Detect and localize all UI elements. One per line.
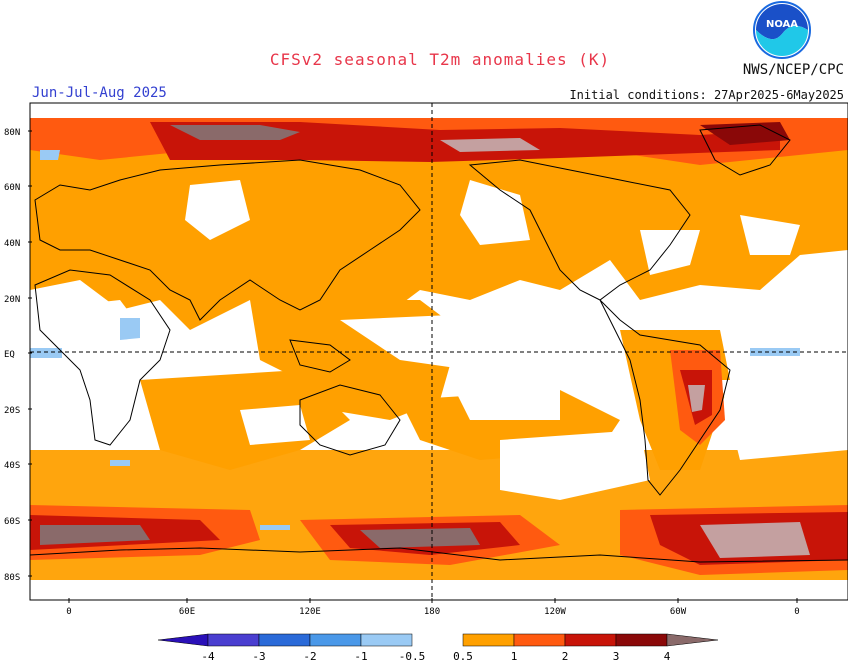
lon-label: 120E: [299, 607, 321, 617]
initial-conditions-label: Initial conditions: 27Apr2025-6May2025: [569, 88, 844, 102]
colorbar-label: 2: [562, 650, 569, 662]
lat-label: 20S: [4, 406, 20, 416]
organization-label: NWS/NCEP/CPC: [742, 62, 844, 78]
colorbar-neg-arrow: [157, 633, 209, 647]
colorbar-neg-swatch: [258, 633, 311, 647]
lat-label: 20N: [4, 295, 20, 305]
neutral-regions: [30, 180, 848, 500]
svg-text:NOAA: NOAA: [766, 19, 798, 30]
lon-label: 60E: [179, 607, 195, 617]
cool-anomaly-regions: [30, 150, 800, 530]
colorbar-neg-swatch: [360, 633, 413, 647]
lat-label: EQ: [4, 350, 15, 360]
longitude-labels: 0 60E 120E 180 120W 60W 0: [66, 598, 800, 617]
lat-label: 60N: [4, 183, 20, 193]
coastlines: [30, 124, 848, 563]
colorbar-label: -1: [354, 650, 367, 662]
lat-label: 40S: [4, 461, 20, 471]
colorbar-label: -3: [252, 650, 265, 662]
colorbar: -4 -3 -2 -1 -0.5 0.5 1 2 3 4: [157, 633, 719, 662]
lon-label: 0: [794, 607, 799, 617]
noaa-logo-icon: NOAA: [753, 1, 811, 59]
colorbar-pos-swatch: [513, 633, 566, 647]
map-frame: [29, 102, 848, 601]
latitude-labels: 80N 60N 40N 20N EQ 20S 40S 60S 80S: [4, 128, 32, 583]
colorbar-neg-swatch: [207, 633, 260, 647]
colorbar-label: -0.5: [399, 650, 426, 662]
colorbar-label: 3: [613, 650, 620, 662]
colorbar-label: 4: [664, 650, 671, 662]
lat-label: 80N: [4, 128, 20, 138]
southern-ocean-warm-belt: [30, 505, 848, 575]
colorbar-pos-arrow: [666, 633, 719, 647]
lon-label: 120W: [544, 607, 566, 617]
colorbar-neg-swatch: [309, 633, 362, 647]
colorbar-pos-swatch: [462, 633, 515, 647]
colorbar-pos-swatch: [564, 633, 617, 647]
lat-label: 60S: [4, 517, 20, 527]
colorbar-label: -4: [201, 650, 215, 662]
map-title: CFSv2 seasonal T2m anomalies (K): [269, 50, 611, 69]
lat-label: 40N: [4, 239, 20, 249]
colorbar-label: 0.5: [453, 650, 473, 662]
lat-label: 80S: [4, 573, 20, 583]
south-america-hotspot: [670, 350, 725, 445]
lon-label: 180: [424, 607, 440, 617]
lon-label: 0: [66, 607, 71, 617]
colorbar-label: -2: [303, 650, 316, 662]
lon-label: 60W: [670, 607, 687, 617]
season-label: Jun-Jul-Aug 2025: [32, 85, 167, 101]
colorbar-label: 1: [511, 650, 518, 662]
colorbar-pos-swatch: [615, 633, 668, 647]
